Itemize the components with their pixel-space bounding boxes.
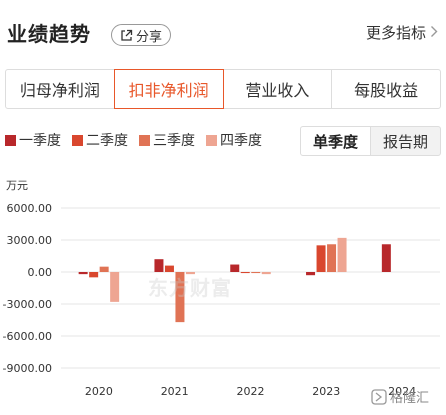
legend-item-q3[interactable]: 三季度 xyxy=(139,130,195,150)
bar-2023-q4[interactable] xyxy=(337,237,347,272)
corner-logo: 格隆汇 xyxy=(371,387,429,406)
bar-2021-q1[interactable] xyxy=(154,259,164,272)
y-tick-label: -9000.00 xyxy=(3,362,52,375)
bar-2022-q4[interactable] xyxy=(261,272,271,275)
x-tick-label: 2021 xyxy=(161,385,189,398)
bar-2020-q3[interactable] xyxy=(99,266,109,272)
bar-2022-q1[interactable] xyxy=(230,264,240,272)
legend-label: 三季度 xyxy=(153,133,195,149)
y-tick-label: 0.00 xyxy=(28,266,53,279)
share-icon xyxy=(120,29,133,42)
legend-item-q1[interactable]: 一季度 xyxy=(5,130,61,150)
chevron-right-icon xyxy=(430,24,438,42)
x-tick-label: 2024 xyxy=(388,385,416,398)
bar-2021-q4[interactable] xyxy=(185,272,195,275)
tab-revenue[interactable]: 营业收入 xyxy=(222,69,333,109)
y-axis-unit: 万元 xyxy=(6,179,28,192)
y-tick-label: 3000.00 xyxy=(7,234,53,247)
period-single-quarter[interactable]: 单季度 xyxy=(300,126,371,156)
y-tick-label: -3000.00 xyxy=(3,298,52,311)
period-report[interactable]: 报告期 xyxy=(370,126,441,156)
legend-label: 二季度 xyxy=(86,133,128,149)
tab-deducted-net-profit[interactable]: 扣非净利润 xyxy=(113,69,224,109)
legend-swatch xyxy=(206,134,217,146)
legend-label: 一季度 xyxy=(19,133,61,149)
tab-eps[interactable]: 每股收益 xyxy=(331,69,441,109)
chart-legend: 一季度 二季度 三季度 四季度 xyxy=(5,130,262,150)
bar-chart: 6000.00 3000.00 0.00 -3000.00 -6000.00 -9000.… xyxy=(3,202,440,398)
tab-parent-net-profit[interactable]: 归母净利润 xyxy=(5,69,115,109)
bar-2021-q2[interactable] xyxy=(164,265,174,272)
legend-swatch xyxy=(72,134,83,146)
bar-2024-q1[interactable] xyxy=(381,244,391,272)
x-tick-label: 2023 xyxy=(312,385,340,398)
legend-item-q2[interactable]: 二季度 xyxy=(72,130,128,150)
period-toggle: 单季度 报告期 xyxy=(300,126,441,156)
bar-2020-q1[interactable] xyxy=(78,272,88,275)
page-title: 业绩趋势 xyxy=(7,22,91,46)
x-tick-label: 2020 xyxy=(85,385,113,398)
bar-2021-q3[interactable] xyxy=(175,272,185,323)
bar-2020-q4[interactable] xyxy=(110,272,120,302)
legend-label: 四季度 xyxy=(220,133,262,149)
legend-swatch xyxy=(139,134,150,146)
y-tick-label: 6000.00 xyxy=(7,202,53,215)
share-button[interactable]: 分享 xyxy=(111,24,171,46)
watermark: 东方财富 xyxy=(148,276,232,300)
y-tick-label: -6000.00 xyxy=(3,330,52,343)
bar-2023-q3[interactable] xyxy=(327,244,337,272)
more-indicators-label: 更多指标 xyxy=(365,24,426,42)
x-tick-label: 2022 xyxy=(237,385,265,398)
bar-2023-q2[interactable] xyxy=(316,245,326,272)
legend-item-q4[interactable]: 四季度 xyxy=(206,130,262,150)
more-indicators-link[interactable]: 更多指标 xyxy=(366,22,438,43)
bar-2022-q2[interactable] xyxy=(240,272,250,274)
share-label: 分享 xyxy=(135,29,162,45)
logo-icon xyxy=(371,388,387,405)
header: 业绩趋势 分享 更多指标 xyxy=(0,0,446,58)
logo-text: 格隆汇 xyxy=(390,391,430,406)
legend-swatch xyxy=(5,134,16,146)
bar-2023-q1[interactable] xyxy=(306,272,316,276)
metric-tabs: 归母净利润 扣非净利润 营业收入 每股收益 xyxy=(5,69,441,109)
bar-2022-q3[interactable] xyxy=(251,272,261,274)
bar-2020-q2[interactable] xyxy=(89,272,99,278)
